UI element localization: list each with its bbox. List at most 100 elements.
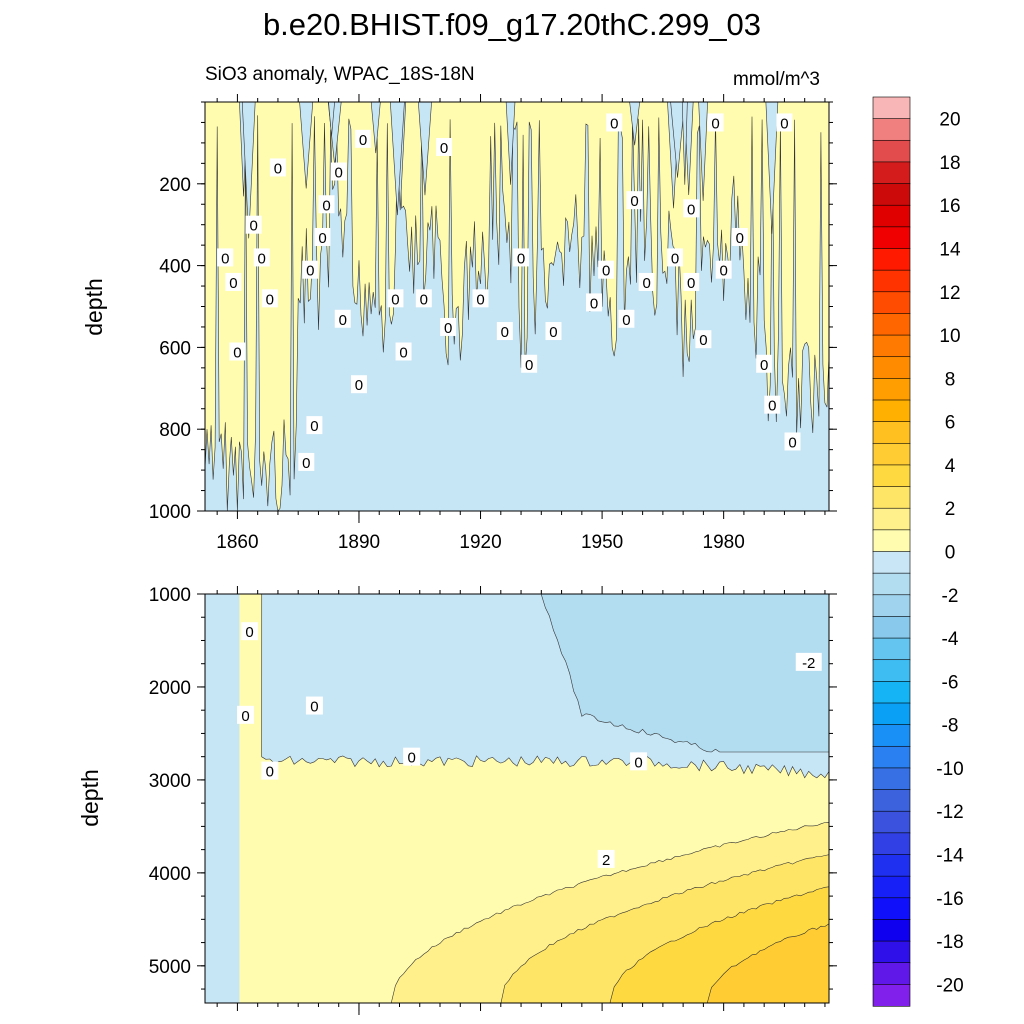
contour-label-text: 0 bbox=[355, 377, 363, 394]
contour-label-box bbox=[776, 113, 793, 132]
contour-label: 0 bbox=[630, 752, 648, 771]
contour-label-box bbox=[715, 260, 732, 279]
lower-x-axis bbox=[216, 586, 826, 1015]
contour-label-text: 0 bbox=[440, 140, 448, 157]
contour-label-text: 0 bbox=[266, 764, 274, 781]
contour-label-box bbox=[795, 652, 822, 671]
upper-negative-intrusion bbox=[241, 102, 256, 239]
contour-label: 0 bbox=[496, 322, 513, 341]
contour-label: 0 bbox=[261, 289, 278, 308]
contour-label: 0 bbox=[387, 289, 404, 308]
contour-label: 0 bbox=[229, 342, 246, 361]
contour-label-box bbox=[683, 272, 700, 291]
colorbar-label: -4 bbox=[942, 629, 959, 650]
contour-label-text: 0 bbox=[719, 263, 727, 280]
contour-label-text: 0 bbox=[391, 291, 399, 308]
upper-negative-intrusion bbox=[299, 102, 314, 189]
contour-label-box bbox=[598, 260, 615, 279]
colorbar-swatch bbox=[872, 291, 911, 315]
contour-label: 0 bbox=[225, 272, 242, 292]
contour-label-text: 0 bbox=[318, 230, 326, 247]
contour-label-box bbox=[229, 342, 246, 361]
colorbar-swatch bbox=[872, 507, 911, 531]
lower-frame bbox=[204, 593, 830, 1004]
contour-label-text: 0 bbox=[335, 165, 343, 182]
contour-label: 0 bbox=[318, 195, 335, 214]
contour-label-text: 0 bbox=[699, 332, 707, 349]
colorbar-label: 10 bbox=[939, 326, 960, 347]
upper-negative-intrusion bbox=[418, 102, 432, 196]
contour-label: 0 bbox=[618, 309, 635, 329]
lower-y-axis-title: depth bbox=[77, 769, 103, 827]
lower-contour-labels: 0 0 0 0 0 0 2 -2 bbox=[237, 622, 822, 869]
colorbar-swatch bbox=[872, 96, 911, 120]
y-tick-label: 1000 bbox=[149, 502, 191, 523]
y-tick-label: 4000 bbox=[149, 864, 191, 885]
colorbar-swatch bbox=[872, 659, 911, 682]
colorbar-swatch bbox=[872, 789, 911, 812]
contour-label: 0 bbox=[585, 293, 602, 312]
contour-label: -2 bbox=[795, 652, 822, 672]
colorbar-swatch bbox=[872, 313, 911, 336]
contour-label: 0 bbox=[764, 395, 781, 415]
colorbar-swatch bbox=[872, 637, 911, 661]
colorbar-label: 18 bbox=[939, 153, 960, 174]
contour-label: 0 bbox=[245, 215, 262, 235]
contour-label-box bbox=[318, 195, 335, 214]
contour-label-text: 0 bbox=[687, 275, 695, 292]
contour-label: 0 bbox=[683, 272, 700, 292]
contour-label: 0 bbox=[776, 113, 793, 132]
colorbar-label: 8 bbox=[945, 369, 956, 390]
contour-label-text: 0 bbox=[249, 218, 257, 235]
y-tick-label: 1000 bbox=[149, 585, 191, 606]
contour-label-box bbox=[496, 322, 513, 341]
contour-label: 0 bbox=[350, 375, 367, 394]
contour-label: 0 bbox=[667, 248, 684, 267]
colorbar-label: -2 bbox=[942, 586, 959, 607]
contour-label-box bbox=[334, 309, 351, 328]
colorbar-swatch bbox=[872, 248, 911, 271]
colorbar-swatch bbox=[872, 399, 911, 423]
contour-label-box bbox=[784, 432, 801, 451]
contour-label: 0 bbox=[237, 705, 255, 725]
contour-label-text: 0 bbox=[549, 324, 557, 341]
contour-label: 0 bbox=[626, 191, 643, 210]
colorbar-label: 12 bbox=[939, 283, 960, 304]
colorbar-swatch bbox=[872, 724, 911, 747]
contour-label-box bbox=[237, 705, 255, 724]
colorbar-swatch bbox=[872, 875, 911, 899]
contour-label: 0 bbox=[395, 342, 412, 361]
contour-label-box bbox=[695, 330, 712, 349]
contour-label: 0 bbox=[715, 260, 732, 280]
contour-label: 0 bbox=[298, 452, 315, 472]
contour-label-box bbox=[707, 113, 724, 132]
contour-label-text: 0 bbox=[711, 115, 719, 132]
contour-label-box bbox=[245, 215, 262, 234]
contour-label-box bbox=[217, 248, 234, 267]
contour-label-text: 0 bbox=[310, 699, 318, 716]
colorbar-swatch bbox=[872, 183, 911, 206]
colorbar-swatch bbox=[872, 897, 911, 921]
contour-label-box bbox=[415, 289, 432, 308]
colorbar-swatch bbox=[872, 745, 911, 769]
contour-label-box bbox=[630, 752, 648, 771]
colorbar-swatch bbox=[872, 334, 911, 358]
colorbar-label: 6 bbox=[945, 413, 956, 434]
contour-label-text: 0 bbox=[788, 434, 796, 451]
chart-title: b.e20.BHIST.f09_g17.20thC.299_03 bbox=[263, 7, 761, 42]
x-tick-label: 1980 bbox=[703, 532, 745, 553]
contour-label-box bbox=[302, 260, 319, 279]
colorbar-swatch bbox=[872, 854, 911, 877]
contour-label-text: 0 bbox=[258, 250, 266, 267]
contour-label-box bbox=[241, 622, 259, 641]
contour-label-text: 0 bbox=[525, 357, 533, 374]
contour-label: 0 bbox=[731, 227, 748, 247]
contour-label: 0 bbox=[403, 747, 421, 767]
y-tick-label: 800 bbox=[159, 420, 191, 441]
contour-label-box bbox=[513, 248, 530, 267]
lower-left-negative bbox=[205, 594, 240, 1003]
colorbar-swatch bbox=[872, 940, 911, 964]
upper-negative-intrusion bbox=[765, 102, 779, 234]
contour-label: 0 bbox=[436, 137, 453, 157]
contour-label: 0 bbox=[598, 260, 615, 280]
